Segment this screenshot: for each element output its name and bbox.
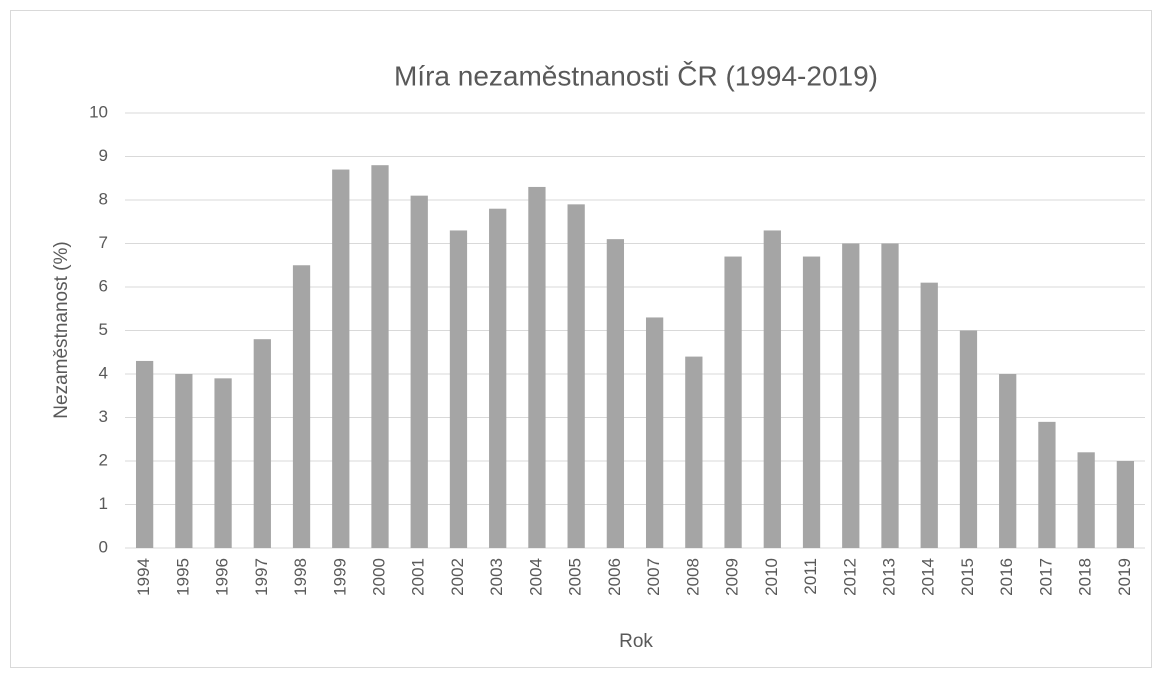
bar bbox=[1116, 461, 1135, 548]
bar bbox=[645, 317, 664, 548]
y-tick-label: 3 bbox=[99, 407, 108, 426]
bar bbox=[763, 230, 781, 548]
x-tick-label: 1998 bbox=[291, 558, 310, 596]
x-tick-label: 2000 bbox=[369, 558, 388, 596]
x-tick-label: 2010 bbox=[762, 558, 781, 596]
bar bbox=[1038, 421, 1056, 548]
bar bbox=[881, 243, 899, 548]
bar bbox=[489, 208, 507, 548]
x-tick-label: 2013 bbox=[879, 558, 898, 596]
bar bbox=[175, 374, 193, 548]
x-tick-label: 1995 bbox=[173, 558, 192, 596]
x-tick-label: 2011 bbox=[801, 558, 820, 595]
x-tick-label: 2002 bbox=[448, 558, 467, 596]
x-tick-label: 2009 bbox=[723, 558, 742, 596]
x-tick-label: 2007 bbox=[644, 558, 663, 596]
bar bbox=[1077, 452, 1095, 548]
bar bbox=[449, 230, 468, 548]
x-tick-label: 2014 bbox=[919, 558, 938, 596]
x-axis-label: Rok bbox=[619, 631, 653, 652]
x-tick-label: 2008 bbox=[683, 558, 702, 596]
bar bbox=[371, 165, 389, 548]
y-axis-label: Nezaměstnanost (%) bbox=[51, 241, 72, 418]
x-tick-label: 1994 bbox=[134, 558, 153, 596]
x-tick-label: 2018 bbox=[1076, 558, 1095, 596]
bar bbox=[685, 356, 703, 548]
bar bbox=[528, 186, 546, 548]
x-tick-label: 1999 bbox=[330, 558, 349, 596]
y-tick-label: 8 bbox=[99, 189, 108, 208]
x-tick-label: 2012 bbox=[840, 558, 859, 596]
x-tick-label: 2016 bbox=[997, 558, 1016, 596]
y-tick-label: 9 bbox=[99, 146, 108, 165]
bar bbox=[214, 378, 232, 548]
bar bbox=[567, 204, 585, 548]
bar bbox=[920, 282, 938, 548]
bar bbox=[606, 239, 625, 548]
y-tick-label: 5 bbox=[99, 320, 108, 339]
bar bbox=[842, 243, 860, 548]
x-tick-label: 2004 bbox=[526, 558, 545, 596]
y-tick-label: 2 bbox=[99, 450, 108, 469]
bar bbox=[802, 256, 821, 548]
bar bbox=[292, 265, 311, 548]
chart-title: Míra nezaměstnanosti ČR (1994-2019) bbox=[394, 60, 878, 91]
x-tick-label: 2001 bbox=[409, 558, 428, 596]
bar bbox=[332, 169, 350, 549]
y-tick-label: 10 bbox=[89, 102, 108, 121]
y-tick-label: 4 bbox=[99, 363, 108, 382]
x-tick-label: 2017 bbox=[1036, 558, 1055, 596]
bar bbox=[410, 195, 428, 548]
x-tick-label: 2019 bbox=[1115, 558, 1134, 596]
bar bbox=[724, 256, 742, 548]
bar bbox=[253, 339, 271, 548]
y-tick-label: 0 bbox=[99, 537, 108, 556]
bar bbox=[135, 360, 154, 548]
x-tick-label: 2015 bbox=[958, 558, 977, 596]
bar bbox=[959, 330, 978, 548]
y-tick-label: 6 bbox=[99, 276, 108, 295]
y-tick-label: 7 bbox=[99, 233, 108, 252]
x-tick-label: 2006 bbox=[605, 558, 624, 596]
y-tick-label: 1 bbox=[99, 494, 108, 513]
bar bbox=[999, 374, 1017, 548]
x-tick-label: 2003 bbox=[487, 558, 506, 596]
x-tick-label: 2005 bbox=[566, 558, 585, 596]
x-tick-label: 1997 bbox=[252, 558, 271, 596]
x-tick-label: 1996 bbox=[213, 558, 232, 596]
